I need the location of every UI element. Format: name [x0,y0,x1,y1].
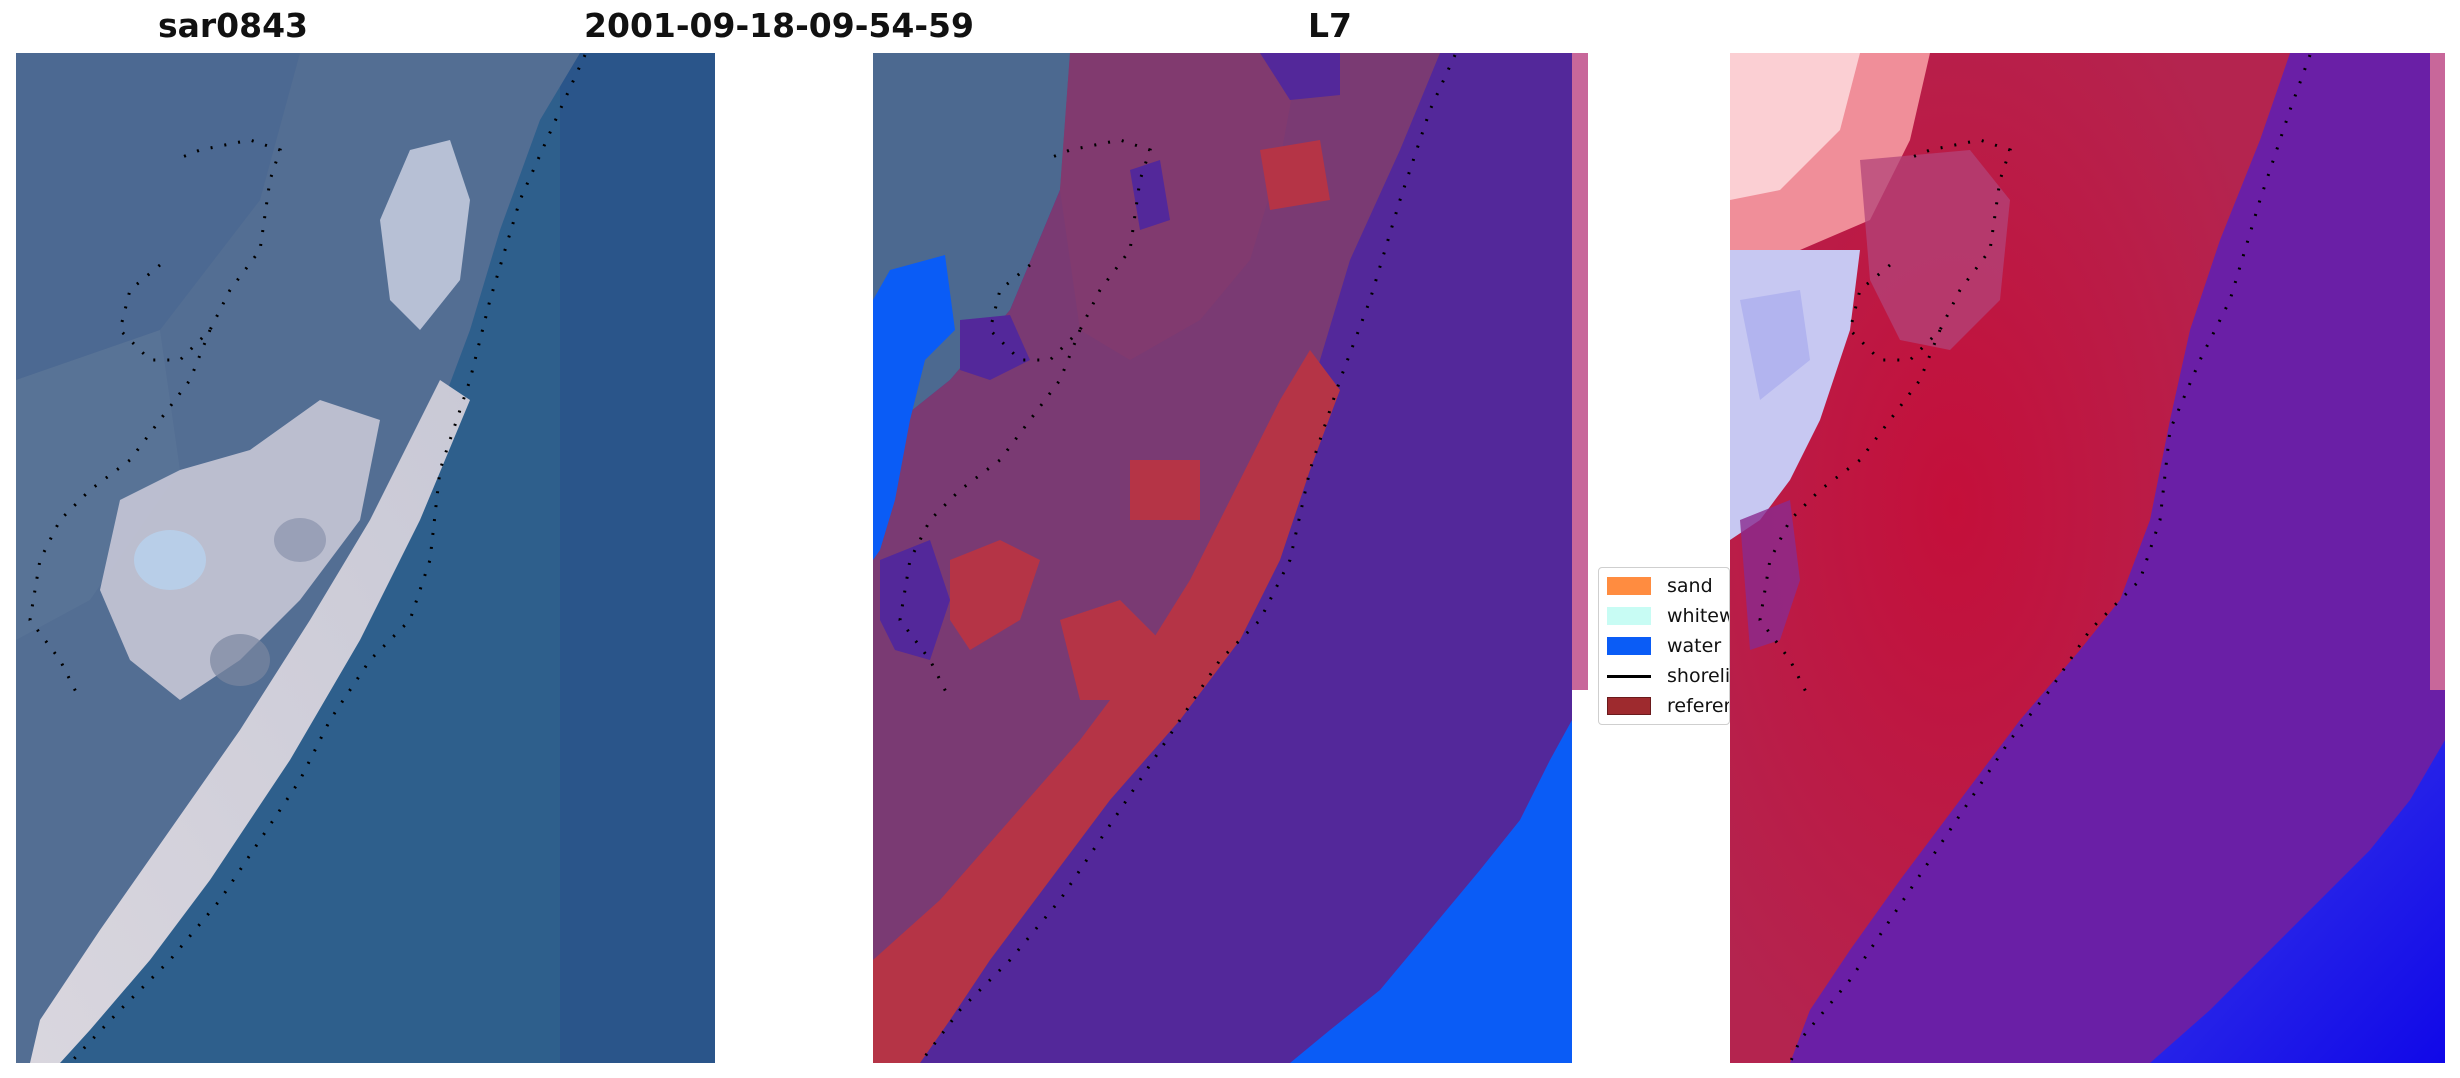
legend-label-shoreline: shoreline [1667,665,1730,687]
index-red-land [1730,53,2290,1063]
legend-line-shoreline [1607,674,1651,678]
legend-item-water: water [1607,634,1721,658]
class-land-mix [873,53,1440,1063]
rgb-beach [30,380,470,1063]
panel-title-index: L7 [1308,6,1352,45]
legend-item-reference-shoreline: reference shoreline [1607,694,1729,718]
legend-label-reference: reference shoreline [1667,695,1729,717]
class-water-blue-corner [1290,720,1572,1063]
legend-swatch-water [1607,637,1651,655]
legend-swatch-whitewater [1607,607,1651,625]
class-sand-red [873,350,1340,1063]
index-side-bar [2430,53,2445,690]
index-blue-corner [2150,740,2445,1063]
rgb-shoreline [68,54,587,1065]
legend-item-shoreline: shoreline [1607,664,1730,688]
panel-title-rgb: sar0843 [157,6,309,45]
legend-swatch-reference [1607,697,1651,715]
legend-swatch-sand [1607,577,1651,595]
class-water-blue-left [873,255,955,560]
classification-panel [873,53,1588,1064]
class-side-bar [1572,53,1588,690]
legend-label-sand: sand [1667,575,1713,597]
panel-title-classification: 2001-09-18-09-54-59 [584,6,974,45]
rgb-image-panel [16,53,715,1065]
index-panel [1730,53,2445,1064]
index-panel-overlap [1730,560,1750,730]
legend-label-water: water [1667,635,1722,657]
legend-item-sand: sand [1607,574,1713,598]
